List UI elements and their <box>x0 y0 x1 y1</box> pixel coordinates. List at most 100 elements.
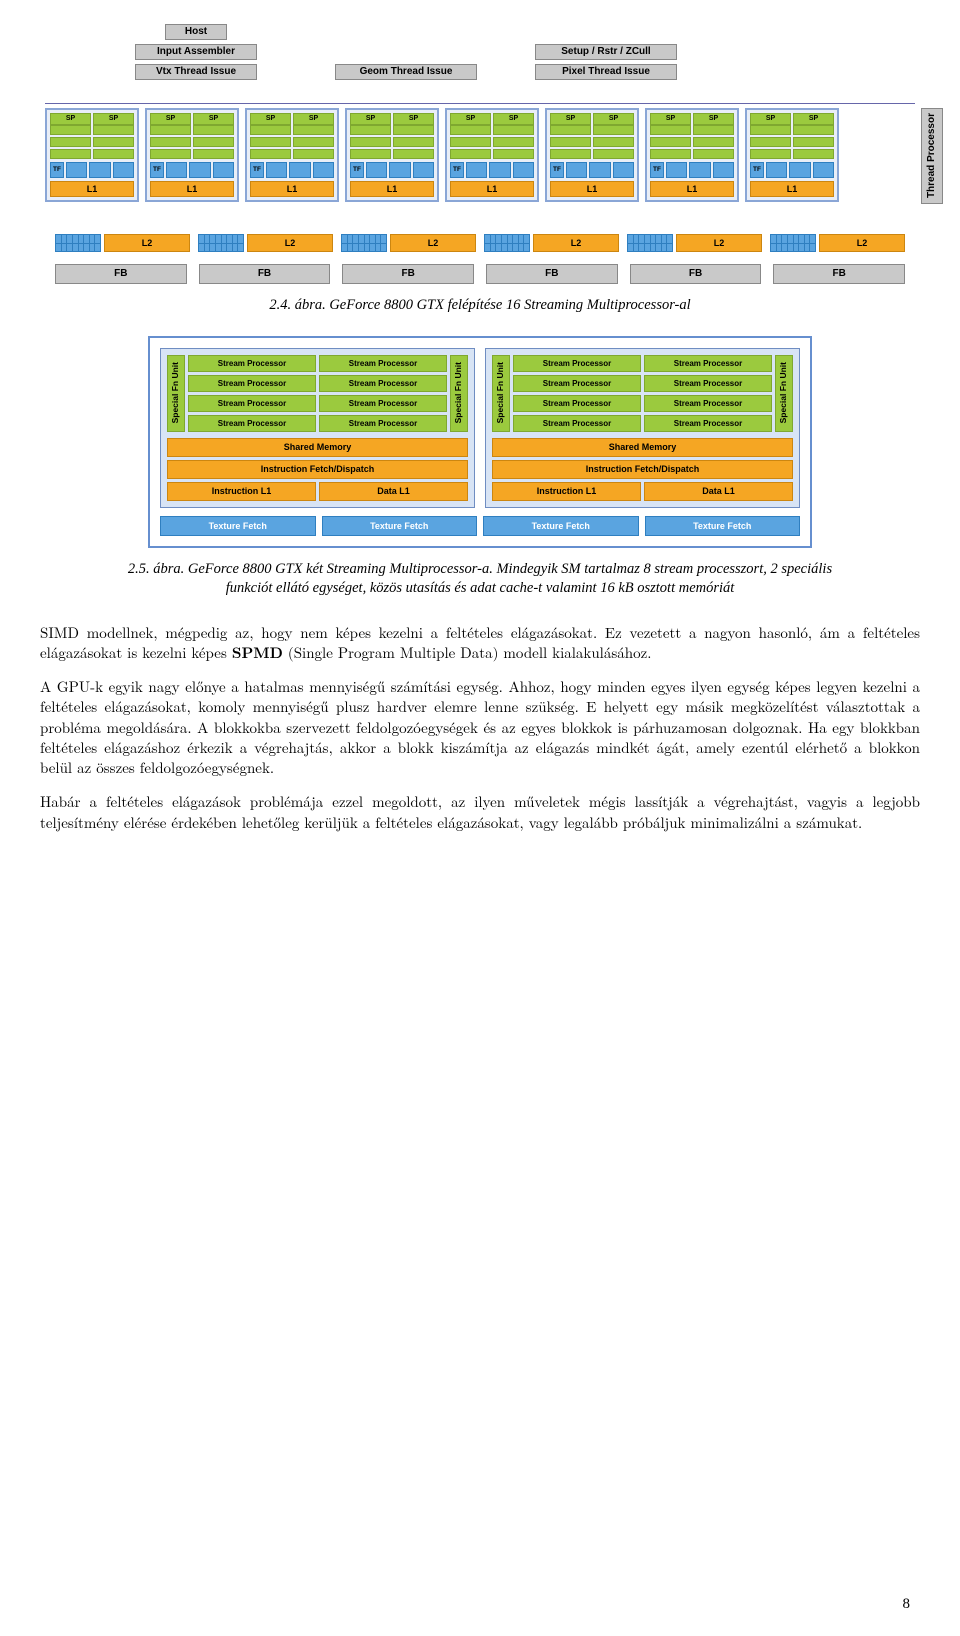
sp-cell <box>350 149 391 159</box>
tf-cell <box>513 162 534 178</box>
tf-cell <box>89 162 110 178</box>
l1-label: L1 <box>350 181 434 197</box>
fb-box: FB <box>773 264 905 284</box>
stream-processor-cell: Stream Processor <box>513 375 641 392</box>
texture-fetch-box: Texture Fetch <box>322 516 478 536</box>
figure-1-caption: 2.4. ábra. GeForce 8800 GTX felépítése 1… <box>40 296 920 316</box>
texture-fetch-box: Texture Fetch <box>645 516 801 536</box>
paragraph: A GPU-k egyik nagy előnye a hatalmas men… <box>40 677 920 778</box>
sp-cell <box>693 149 734 159</box>
tf-label: TF <box>450 162 464 178</box>
stream-processor-cell: Stream Processor <box>644 375 772 392</box>
vtx-box: Vtx Thread Issue <box>135 64 257 80</box>
fb-box: FB <box>486 264 618 284</box>
stream-processor-cell: Stream Processor <box>644 355 772 372</box>
page-number: 8 <box>903 1594 911 1614</box>
sm-row: SPSPTFL1SPSPTFL1SPSPTFL1SPSPTFL1SPSPTFL1… <box>45 108 915 202</box>
fb-row: FBFBFBFBFBFB <box>45 264 915 284</box>
figure-dual-sm: Special Fn UnitStream ProcessorStream Pr… <box>148 336 812 548</box>
l1-label: L1 <box>650 181 734 197</box>
sm-block: SPSPTFL1 <box>445 108 539 202</box>
tf-cell <box>166 162 187 178</box>
body-text: SIMD modellnek, mégpedig az, hogy nem ké… <box>40 623 920 833</box>
tf-cell <box>789 162 810 178</box>
sp-cell <box>293 149 334 159</box>
sp-cell <box>650 137 691 147</box>
l2-pair: L2 <box>198 234 333 252</box>
l1-label: L1 <box>150 181 234 197</box>
sp-cell <box>150 125 191 135</box>
l2-grid <box>341 234 387 252</box>
sp-label: SP <box>350 113 391 125</box>
figure-gpu-arch: Host Input Assembler Vtx Thread Issue Ge… <box>45 24 915 284</box>
sp-label: SP <box>750 113 791 125</box>
stream-processor-cell: Stream Processor <box>644 415 772 432</box>
setup-box: Setup / Rstr / ZCull <box>535 44 677 60</box>
tf-label: TF <box>350 162 364 178</box>
stream-processor-cell: Stream Processor <box>513 355 641 372</box>
sm-block: SPSP TF L1 <box>345 108 439 202</box>
tf-cell <box>689 162 710 178</box>
tf-cell <box>766 162 787 178</box>
tf-label: TF <box>750 162 764 178</box>
sm-inner-block: Special Fn UnitStream ProcessorStream Pr… <box>160 348 475 508</box>
thread-processor-text: Thread Processor <box>925 113 939 198</box>
sp-cell <box>493 137 534 147</box>
tf-cell <box>213 162 234 178</box>
tf-cell <box>566 162 587 178</box>
l2-grid <box>55 234 101 252</box>
tf-cell <box>489 162 510 178</box>
sp-cell <box>150 137 191 147</box>
stream-processor-cell: Stream Processor <box>319 355 447 372</box>
sp-cell <box>193 125 234 135</box>
sp-label: SP <box>293 113 334 125</box>
l2-label: L2 <box>247 234 333 252</box>
sp-cell <box>393 125 434 135</box>
sp-label: SP <box>693 113 734 125</box>
sp-cell <box>750 125 791 135</box>
instruction-l1-box: Instruction L1 <box>167 482 316 501</box>
sp-cell <box>493 149 534 159</box>
pixel-box: Pixel Thread Issue <box>535 64 677 80</box>
sp-label: SP <box>450 113 491 125</box>
sp-cell <box>393 137 434 147</box>
l2-grid <box>198 234 244 252</box>
sp-cell <box>550 125 591 135</box>
l2-label: L2 <box>676 234 762 252</box>
geom-box: Geom Thread Issue <box>335 64 477 80</box>
tf-cell <box>389 162 410 178</box>
tf-cell <box>189 162 210 178</box>
thread-processor-label: Thread Processor <box>921 108 943 204</box>
special-fn-unit: Special Fn Unit <box>450 355 468 432</box>
tf-cell <box>113 162 134 178</box>
instruction-fetch-box: Instruction Fetch/Dispatch <box>167 460 468 479</box>
sp-cell <box>293 137 334 147</box>
sp-cell <box>450 125 491 135</box>
stream-processor-cell: Stream Processor <box>319 415 447 432</box>
sp-cell <box>50 137 91 147</box>
tf-cell <box>366 162 387 178</box>
sp-label: SP <box>150 113 191 125</box>
stream-processor-cell: Stream Processor <box>188 395 316 412</box>
sm-block: SPSPTFL1 <box>545 108 639 202</box>
tf-label: TF <box>150 162 164 178</box>
sp-label: SP <box>93 113 134 125</box>
tf-cell <box>266 162 287 178</box>
tf-cell <box>589 162 610 178</box>
sp-cell <box>250 125 291 135</box>
l1-label: L1 <box>250 181 334 197</box>
sm-inner-block: Special Fn UnitStream ProcessorStream Pr… <box>485 348 800 508</box>
stream-processor-cell: Stream Processor <box>513 415 641 432</box>
sm-block: SPSPTFL1 <box>745 108 839 202</box>
sm-row-container: SPSPTFL1SPSPTFL1SPSPTFL1SPSPTFL1SPSPTFL1… <box>45 108 915 202</box>
texture-fetch-box: Texture Fetch <box>160 516 316 536</box>
sp-label: SP <box>550 113 591 125</box>
stream-processor-cell: Stream Processor <box>188 415 316 432</box>
sp-cell <box>93 149 134 159</box>
sp-label: SP <box>393 113 434 125</box>
sp-cell <box>93 125 134 135</box>
sp-label: SP <box>50 113 91 125</box>
sp-label: SP <box>250 113 291 125</box>
figure-2-caption: 2.5. ábra. GeForce 8800 GTX két Streamin… <box>120 560 840 599</box>
sm-block: SPSPTFL1 <box>45 108 139 202</box>
